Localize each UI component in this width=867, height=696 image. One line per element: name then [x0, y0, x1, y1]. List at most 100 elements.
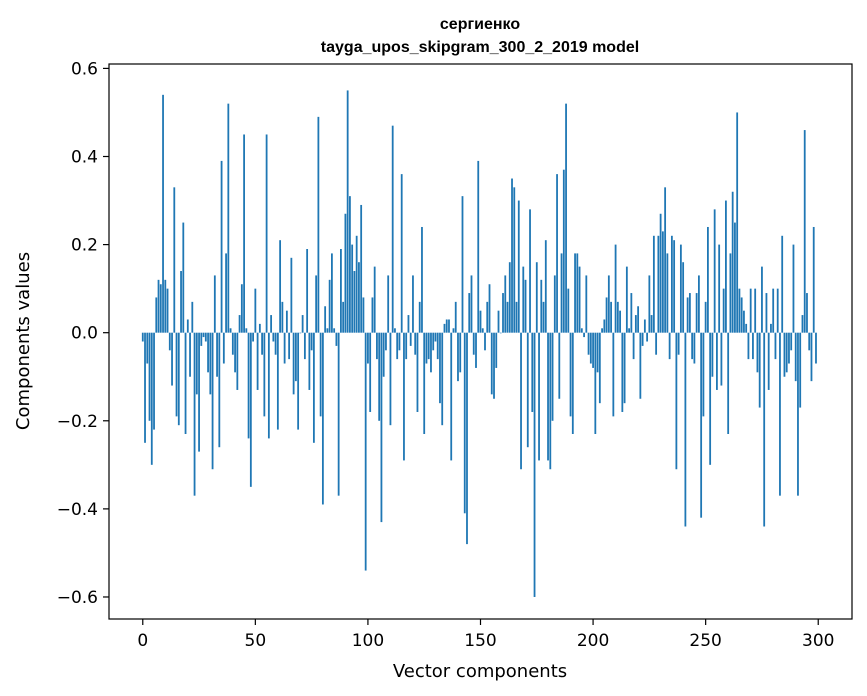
bar-233	[666, 253, 669, 333]
bar-114	[398, 332, 401, 351]
bar-236	[673, 240, 676, 333]
bar-192	[574, 253, 576, 333]
bar-288	[790, 332, 793, 351]
bar-163	[508, 262, 511, 333]
bar-95	[355, 235, 358, 333]
bar-128	[430, 332, 432, 373]
bar-104	[376, 332, 378, 360]
bar-218	[632, 332, 635, 360]
bar-22	[191, 301, 194, 333]
bar-129	[432, 332, 435, 351]
bar-98	[362, 297, 365, 333]
bar-113	[396, 332, 399, 360]
bar-144	[466, 332, 468, 545]
bar-179	[544, 240, 547, 333]
bar-172	[529, 209, 531, 333]
bar-276	[763, 332, 766, 527]
x-axis-label: Vector components	[393, 661, 567, 682]
bar-92	[349, 196, 351, 333]
bar-285	[783, 332, 786, 377]
bar-237	[675, 332, 678, 470]
bar-33	[216, 332, 218, 377]
bar-91	[346, 90, 349, 333]
bar-88	[340, 249, 342, 333]
bar-115	[400, 174, 403, 333]
bar-202	[596, 332, 599, 373]
bar-1	[144, 332, 146, 443]
bar-154	[488, 284, 491, 333]
chart-title-line1: сергиенко	[440, 16, 520, 33]
bar-6	[155, 297, 158, 333]
bar-296	[808, 332, 811, 351]
bar-21	[189, 332, 191, 377]
bar-135	[445, 319, 448, 333]
bar-165	[513, 187, 516, 333]
bar-11	[166, 288, 169, 333]
bar-19	[184, 332, 187, 434]
bar-55	[265, 134, 268, 333]
bar-205	[603, 319, 606, 333]
bar-58	[272, 332, 275, 342]
bar-185	[558, 332, 561, 399]
bar-15	[175, 332, 178, 417]
bar-85	[333, 328, 336, 333]
bar-71	[301, 315, 304, 333]
bar-108	[385, 332, 387, 351]
bar-116	[403, 332, 405, 461]
bar-152	[484, 332, 486, 351]
bar-60	[276, 332, 279, 430]
bar-191	[571, 332, 574, 434]
bar-226	[650, 315, 653, 333]
bar-87	[337, 332, 340, 496]
bar-194	[578, 266, 581, 333]
bar-235	[670, 235, 673, 333]
y-axis-label: Components values	[13, 252, 34, 430]
bar-225	[648, 275, 651, 333]
bar-224	[646, 332, 649, 342]
bar-72	[303, 332, 306, 360]
y-tick-label: −0.6	[57, 588, 98, 608]
bar-176	[538, 332, 540, 461]
bar-12	[168, 332, 171, 351]
bar-180	[547, 332, 549, 461]
bar-130	[434, 332, 437, 342]
bar-74	[308, 332, 311, 390]
bar-297	[810, 332, 813, 382]
bar-267	[743, 310, 745, 333]
bar-239	[679, 244, 682, 333]
bar-65	[288, 332, 291, 360]
bar-229	[657, 235, 660, 333]
bar-48	[249, 332, 252, 487]
bar-34	[218, 332, 221, 448]
bar-187	[562, 169, 565, 333]
y-tick-label: 0.2	[71, 236, 98, 256]
bar-188	[565, 103, 567, 333]
bar-70	[299, 332, 302, 334]
bar-255	[716, 332, 718, 390]
bar-18	[182, 222, 185, 333]
bar-162	[506, 301, 509, 333]
bar-139	[454, 301, 457, 333]
bar-190	[569, 332, 572, 417]
bar-214	[623, 332, 626, 404]
bar-168	[520, 332, 522, 470]
bar-134	[443, 323, 446, 333]
bar-254	[713, 209, 716, 333]
bar-45	[243, 134, 245, 333]
bar-252	[709, 332, 712, 465]
bar-198	[587, 332, 590, 355]
bar-245	[693, 332, 696, 364]
bar-59	[274, 332, 277, 355]
bar-2	[146, 332, 149, 364]
bar-292	[799, 332, 802, 408]
bar-189	[567, 288, 570, 333]
x-tick-label: 200	[577, 631, 609, 651]
bar-170	[524, 279, 527, 333]
bar-0	[141, 332, 144, 342]
bar-281	[774, 332, 777, 360]
bar-204	[601, 328, 603, 333]
bar-250	[704, 301, 707, 333]
bar-131	[436, 332, 439, 360]
bar-24	[195, 332, 198, 395]
bar-118	[407, 315, 410, 333]
